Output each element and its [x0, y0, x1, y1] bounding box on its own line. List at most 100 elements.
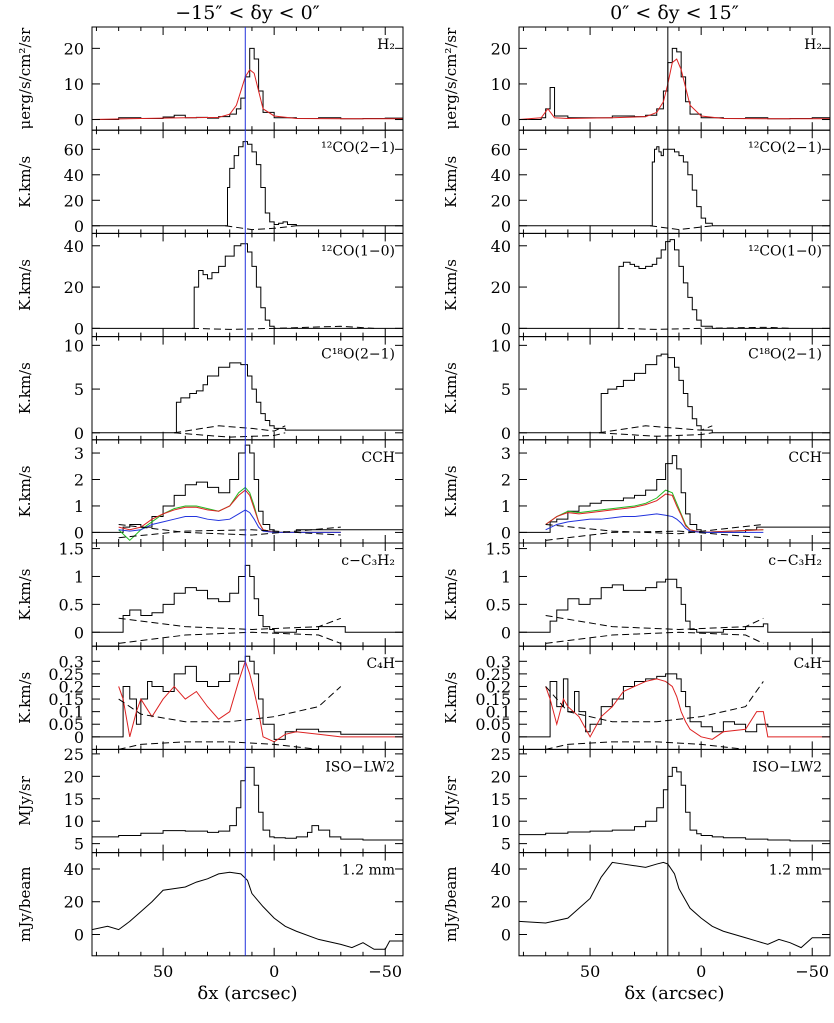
y-tick-label: 20: [491, 893, 511, 912]
panel-label: 1.2 mm: [342, 863, 395, 879]
panel-frame: [91, 852, 404, 957]
panel-label: CCH: [788, 450, 822, 466]
series-line-0: [92, 141, 403, 227]
panel-5: 0 0.5 1 1.5 c−C₃H₂ K.km/s: [442, 540, 831, 647]
series-line-0: [519, 673, 830, 738]
y-tick-label: 15: [64, 790, 84, 809]
x-tick-label: 0: [696, 962, 706, 981]
panel-label: c−C₃H₂: [768, 553, 822, 569]
panel-label: ¹²CO(1−0): [321, 243, 395, 259]
panel-4: 0 1 2 3 CCH K.km/s: [442, 439, 831, 544]
y-tick-label: 20: [491, 278, 511, 297]
y-tick-label: 0: [501, 623, 511, 642]
series-line-4: [118, 523, 341, 536]
y-tick-label: 1.5: [486, 540, 511, 559]
y-axis-label: K.km/s: [16, 672, 34, 724]
series-line-0: [92, 362, 403, 434]
y-tick-label: 5: [74, 835, 84, 854]
series-line-0: [519, 146, 830, 227]
y-tick-label: 0: [74, 111, 84, 130]
y-tick-label: 25: [491, 745, 511, 764]
y-tick-label: 20: [64, 191, 84, 210]
y-tick-label: 0.2: [59, 677, 84, 696]
y-tick-label: 20: [64, 278, 84, 297]
y-axis-label: K.km/s: [16, 569, 34, 621]
y-tick-label: 0: [501, 523, 511, 542]
panel-3: 0 5 10 C¹⁸O(2−1) K.km/s: [442, 336, 831, 443]
y-tick-label: 0: [501, 319, 511, 338]
y-tick-label: 0.1: [59, 703, 84, 722]
series-line-0: [519, 455, 830, 533]
y-axis-label: K.km/s: [16, 259, 34, 311]
y-tick-label: 2: [74, 470, 84, 489]
y-tick-label: 0.15: [48, 690, 84, 709]
y-tick-label: 0.5: [59, 595, 84, 614]
x-tick-label: −50: [795, 962, 829, 981]
y-tick-label: 0: [74, 523, 84, 542]
y-tick-label: 10: [491, 75, 511, 94]
series-line-0: [92, 871, 403, 950]
panel-0: 0 10 20 H₂ μerg/s/cm²/sr: [16, 26, 404, 131]
y-tick-label: 5: [74, 380, 84, 399]
y-tick-label: 0.25: [475, 665, 511, 684]
series-line-0: [92, 766, 403, 841]
series-line-2: [118, 631, 341, 644]
y-tick-label: 10: [64, 336, 84, 355]
y-tick-label: 0.3: [59, 652, 84, 671]
panel-label: c−C₃H₂: [341, 553, 395, 569]
column-title: 0″ < δy < 15″: [610, 2, 739, 24]
panel-5: 0 0.5 1 1.5 c−C₃H₂ K.km/s: [16, 540, 404, 647]
panel-label: CCH: [361, 450, 395, 466]
series-line-0: [519, 47, 830, 121]
y-axis-label: K.km/s: [442, 362, 460, 414]
y-tick-label: 0.15: [475, 690, 511, 709]
y-tick-label: 40: [64, 860, 84, 879]
y-tick-label: 10: [491, 812, 511, 831]
panel-1: 0 20 40 60 ¹²CO(2−1) K.km/s: [16, 129, 404, 236]
series-line-0: [519, 766, 830, 843]
y-tick-label: 3: [74, 444, 84, 463]
y-tick-label: 15: [491, 790, 511, 809]
series-line-2: [545, 631, 764, 644]
panel-1: 0 20 40 60 ¹²CO(2−1) K.km/s: [442, 129, 831, 236]
y-tick-label: 0: [74, 728, 84, 747]
y-tick-label: 0: [74, 217, 84, 236]
series-line-1: [545, 615, 764, 630]
panel-label: ¹²CO(1−0): [748, 243, 822, 259]
panel-label: ¹²CO(2−1): [748, 140, 822, 156]
panel-frame: [518, 645, 831, 750]
y-tick-label: 0.1: [486, 703, 511, 722]
y-axis-label: K.km/s: [442, 259, 460, 311]
panel-3: 0 5 10 C¹⁸O(2−1) K.km/s: [16, 336, 404, 443]
x-tick-label: 50: [580, 962, 600, 981]
series-line-2: [545, 681, 764, 723]
panel-8: 0 20 40 1.2 mm mJy/beam: [16, 852, 404, 957]
series-line-3: [118, 509, 341, 533]
y-tick-label: 0: [501, 926, 511, 945]
y-tick-label: 1: [74, 497, 84, 516]
panel-label: C₄H: [793, 656, 822, 672]
y-tick-label: 25: [64, 745, 84, 764]
series-line-0: [92, 47, 403, 121]
y-tick-label: 1: [74, 567, 84, 586]
y-tick-label: 3: [501, 444, 511, 463]
series-line-5: [118, 529, 341, 539]
series-line-0: [92, 444, 403, 533]
panel-2: 0 20 40 ¹²CO(1−0) K.km/s: [16, 232, 404, 338]
panel-7: 5 10 15 20 25 ISO−LW2 MJy/sr: [442, 745, 831, 854]
y-tick-label: 0.3: [486, 652, 511, 671]
x-tick-label: 0: [269, 962, 279, 981]
y-tick-label: 0.05: [48, 715, 84, 734]
series-line-0: [519, 578, 830, 633]
y-axis-label: K.km/s: [442, 156, 460, 208]
panel-4: 0 1 2 3 CCH K.km/s: [16, 439, 404, 544]
y-tick-label: 20: [64, 893, 84, 912]
y-axis-label: K.km/s: [16, 465, 34, 517]
y-tick-label: 60: [491, 140, 511, 159]
y-tick-label: 40: [64, 166, 84, 185]
y-tick-label: 5: [501, 380, 511, 399]
y-tick-label: 0.5: [486, 595, 511, 614]
